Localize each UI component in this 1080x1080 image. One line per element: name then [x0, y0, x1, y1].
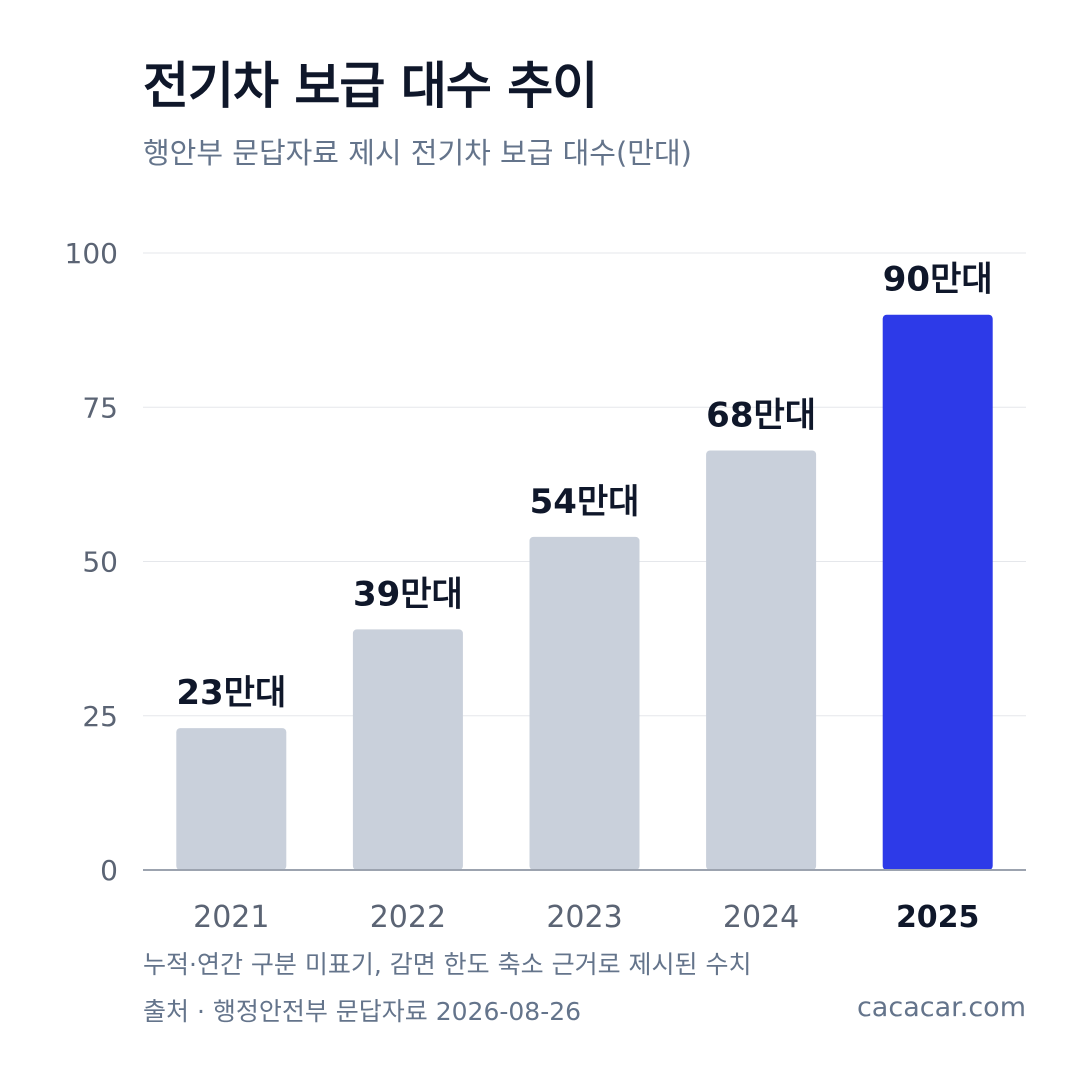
- bar-value-label: 54만대: [530, 482, 640, 522]
- brand-link[interactable]: cacacar.com: [856, 992, 1026, 1023]
- x-tick-label: 2025: [896, 900, 980, 935]
- bar-value-label: 90만대: [883, 260, 993, 300]
- bar-value-label: 23만대: [176, 673, 286, 713]
- x-tick-label: 2023: [546, 900, 622, 935]
- bar-2024: [706, 450, 817, 870]
- y-tick-label: 0: [100, 854, 118, 887]
- chart-subtitle: 행안부 문답자료 제시 전기차 보급 대수(만대): [143, 136, 692, 170]
- source-line: 출처 · 행정안전부 문답자료 2026-08-26: [143, 997, 582, 1026]
- y-tick-label: 100: [65, 237, 118, 270]
- x-tick-label: 2021: [193, 900, 269, 935]
- bar-value-label: 68만대: [706, 395, 816, 435]
- x-tick-label: 2024: [723, 900, 799, 935]
- y-tick-label: 50: [82, 546, 118, 579]
- y-tick-label: 75: [82, 391, 118, 424]
- bar-2023: [529, 536, 640, 870]
- bar-value-label: 39만대: [353, 574, 463, 614]
- x-tick-label: 2022: [370, 900, 446, 935]
- bar-2022: [352, 629, 463, 870]
- bar-2025: [882, 314, 993, 870]
- bar-2021: [176, 728, 287, 870]
- y-tick-label: 25: [82, 700, 118, 733]
- chart-title: 전기차 보급 대수 추이: [143, 57, 598, 115]
- footnote: 누적·연간 구분 미표기, 감면 한도 축소 근거로 제시된 수치: [143, 950, 752, 979]
